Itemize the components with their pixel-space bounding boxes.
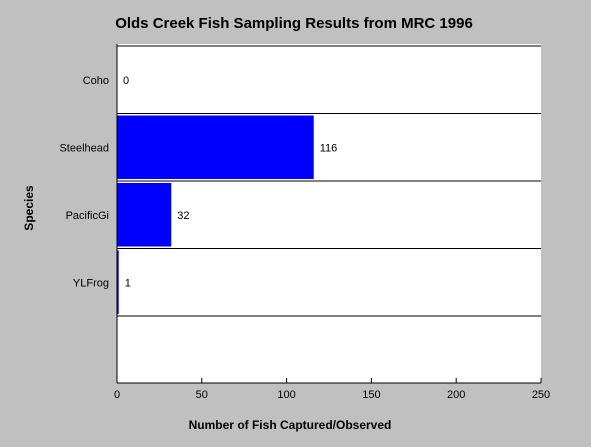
category-label-pacificgi: PacificGi (66, 210, 109, 222)
bar-ylfrog (117, 250, 119, 314)
x-ticks-group: 0 50 100 150 200 250 (114, 378, 550, 401)
data-labels-group: 0 116 32 1 (123, 75, 337, 290)
category-label-steelhead: Steelhead (59, 142, 109, 154)
data-label-steelhead: 116 (320, 142, 338, 154)
bars-group (117, 115, 314, 314)
bar-pacificgi (117, 183, 172, 247)
plot-area (117, 44, 541, 383)
category-label-coho: Coho (83, 75, 109, 87)
data-label-pacificgi: 32 (177, 210, 189, 222)
x-tick-label: 200 (447, 389, 465, 401)
bar-steelhead (117, 115, 314, 179)
y-axis-title: Species (22, 185, 36, 231)
x-tick-label: 100 (277, 389, 295, 401)
x-axis-title: Number of Fish Captured/Observed (189, 418, 392, 432)
chart-title: Olds Creek Fish Sampling Results from MR… (115, 15, 473, 32)
x-tick-label: 150 (362, 389, 380, 401)
row-separators (117, 45, 541, 317)
x-tick-label: 250 (532, 389, 550, 401)
x-tick-label: 0 (114, 389, 120, 401)
x-tick-label: 50 (196, 389, 208, 401)
category-label-ylfrog: YLFrog (73, 277, 109, 289)
data-label-ylfrog: 1 (125, 277, 131, 289)
category-labels-group: Coho Steelhead PacificGi YLFrog (59, 75, 109, 290)
data-label-coho: 0 (123, 75, 129, 87)
